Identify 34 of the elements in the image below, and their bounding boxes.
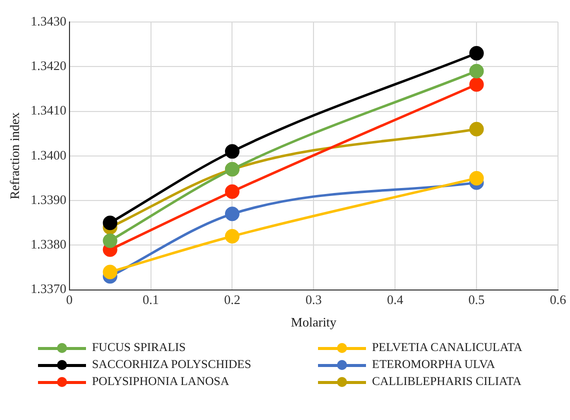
legend-label: PELVETIA CANALICULATA — [372, 340, 522, 355]
y-tick-label: 1.3390 — [30, 192, 66, 207]
legend-label: CALLIBLEPHARIS CILIATA — [372, 374, 522, 389]
y-tick-label: 1.3370 — [30, 281, 66, 296]
point — [224, 184, 240, 199]
x-axis-title: Molarity — [290, 314, 337, 330]
legend-label: ETEROMORPHA ULVA — [372, 357, 496, 372]
x-tick-label: 0.6 — [550, 292, 567, 308]
x-tick-label: 0.3 — [306, 292, 322, 308]
point — [469, 77, 484, 92]
point — [224, 228, 240, 244]
point — [102, 216, 118, 230]
point — [469, 46, 484, 60]
y-axis-title: Refraction index — [7, 112, 22, 200]
point — [224, 206, 240, 222]
point — [469, 64, 484, 78]
x-tick-label: 0.5 — [468, 292, 485, 308]
x-tick-label: 0.4 — [386, 292, 404, 308]
y-tick-label: 1.3430 — [30, 13, 66, 28]
point — [102, 233, 118, 248]
point — [102, 264, 118, 280]
y-tick-label: 1.3410 — [30, 102, 66, 118]
x-tick-label: 0.2 — [224, 292, 240, 308]
point — [224, 144, 240, 159]
point — [469, 170, 484, 186]
y-tick-label: 1.3400 — [30, 147, 66, 162]
x-tick-label: 0 — [66, 292, 73, 308]
y-tick-label: 1.3420 — [30, 58, 66, 74]
x-tick-label: 0.1 — [142, 292, 159, 308]
legend-label: FUCUS SPIRALIS — [92, 340, 186, 355]
legend-label: POLYSIPHONIA LANOSA — [92, 374, 230, 389]
point — [469, 122, 484, 136]
y-tick-label: 1.3380 — [30, 236, 66, 252]
legend-label: SACCORHIZA POLYSCHIDES — [92, 357, 252, 372]
